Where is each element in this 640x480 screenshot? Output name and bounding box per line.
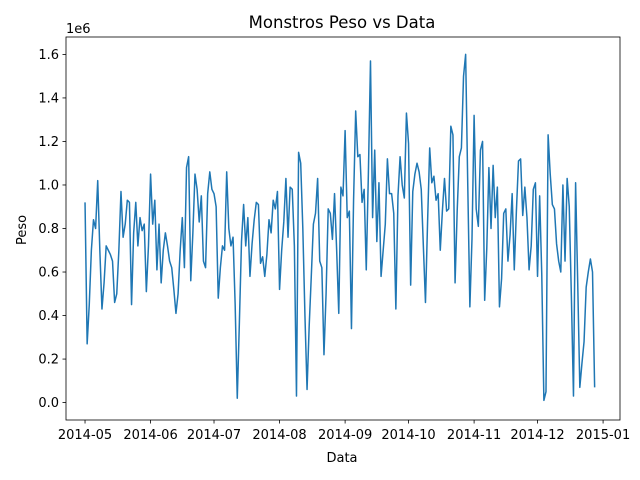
y-tick-label: 1.0: [38, 178, 59, 193]
x-tick-label: 2014-09: [318, 428, 372, 443]
y-tick-label: 0.6: [38, 266, 59, 281]
x-axis: 2014-05 2014-06 2014-07 2014-08 2014-09 2014-…: [58, 420, 630, 443]
x-axis-label: Data: [326, 451, 357, 466]
y-axis-label: Peso: [15, 215, 30, 245]
x-tick-label: 2014-08: [252, 428, 306, 443]
y-tick-label: 1.2: [38, 135, 59, 150]
y-tick-label: 1.4: [38, 91, 59, 106]
x-tick-label: 2014-10: [381, 428, 435, 443]
y-tick-label: 0.4: [38, 309, 59, 324]
series-line: [84, 53, 596, 402]
y-axis: 0.0 0.2 0.4 0.6 0.8 1.0 1.2 1.4 1.6: [38, 48, 66, 411]
x-tick-label: 2014-07: [187, 428, 241, 443]
y-tick-label: 0.0: [38, 396, 59, 411]
y-tick-label: 1.6: [38, 48, 59, 63]
x-tick-label: 2014-12: [510, 428, 564, 443]
x-tick-label: 2015-01: [576, 428, 630, 443]
x-tick-label: 2014-05: [58, 428, 112, 443]
x-tick-label: 2014-06: [123, 428, 177, 443]
x-tick-label: 2014-11: [447, 428, 501, 443]
y-tick-label: 0.8: [38, 222, 59, 237]
chart-title: Monstros Peso vs Data: [249, 13, 436, 32]
y-offset-label: 1e6: [66, 22, 91, 37]
y-tick-label: 0.2: [38, 353, 59, 368]
series-layer: [84, 53, 596, 402]
